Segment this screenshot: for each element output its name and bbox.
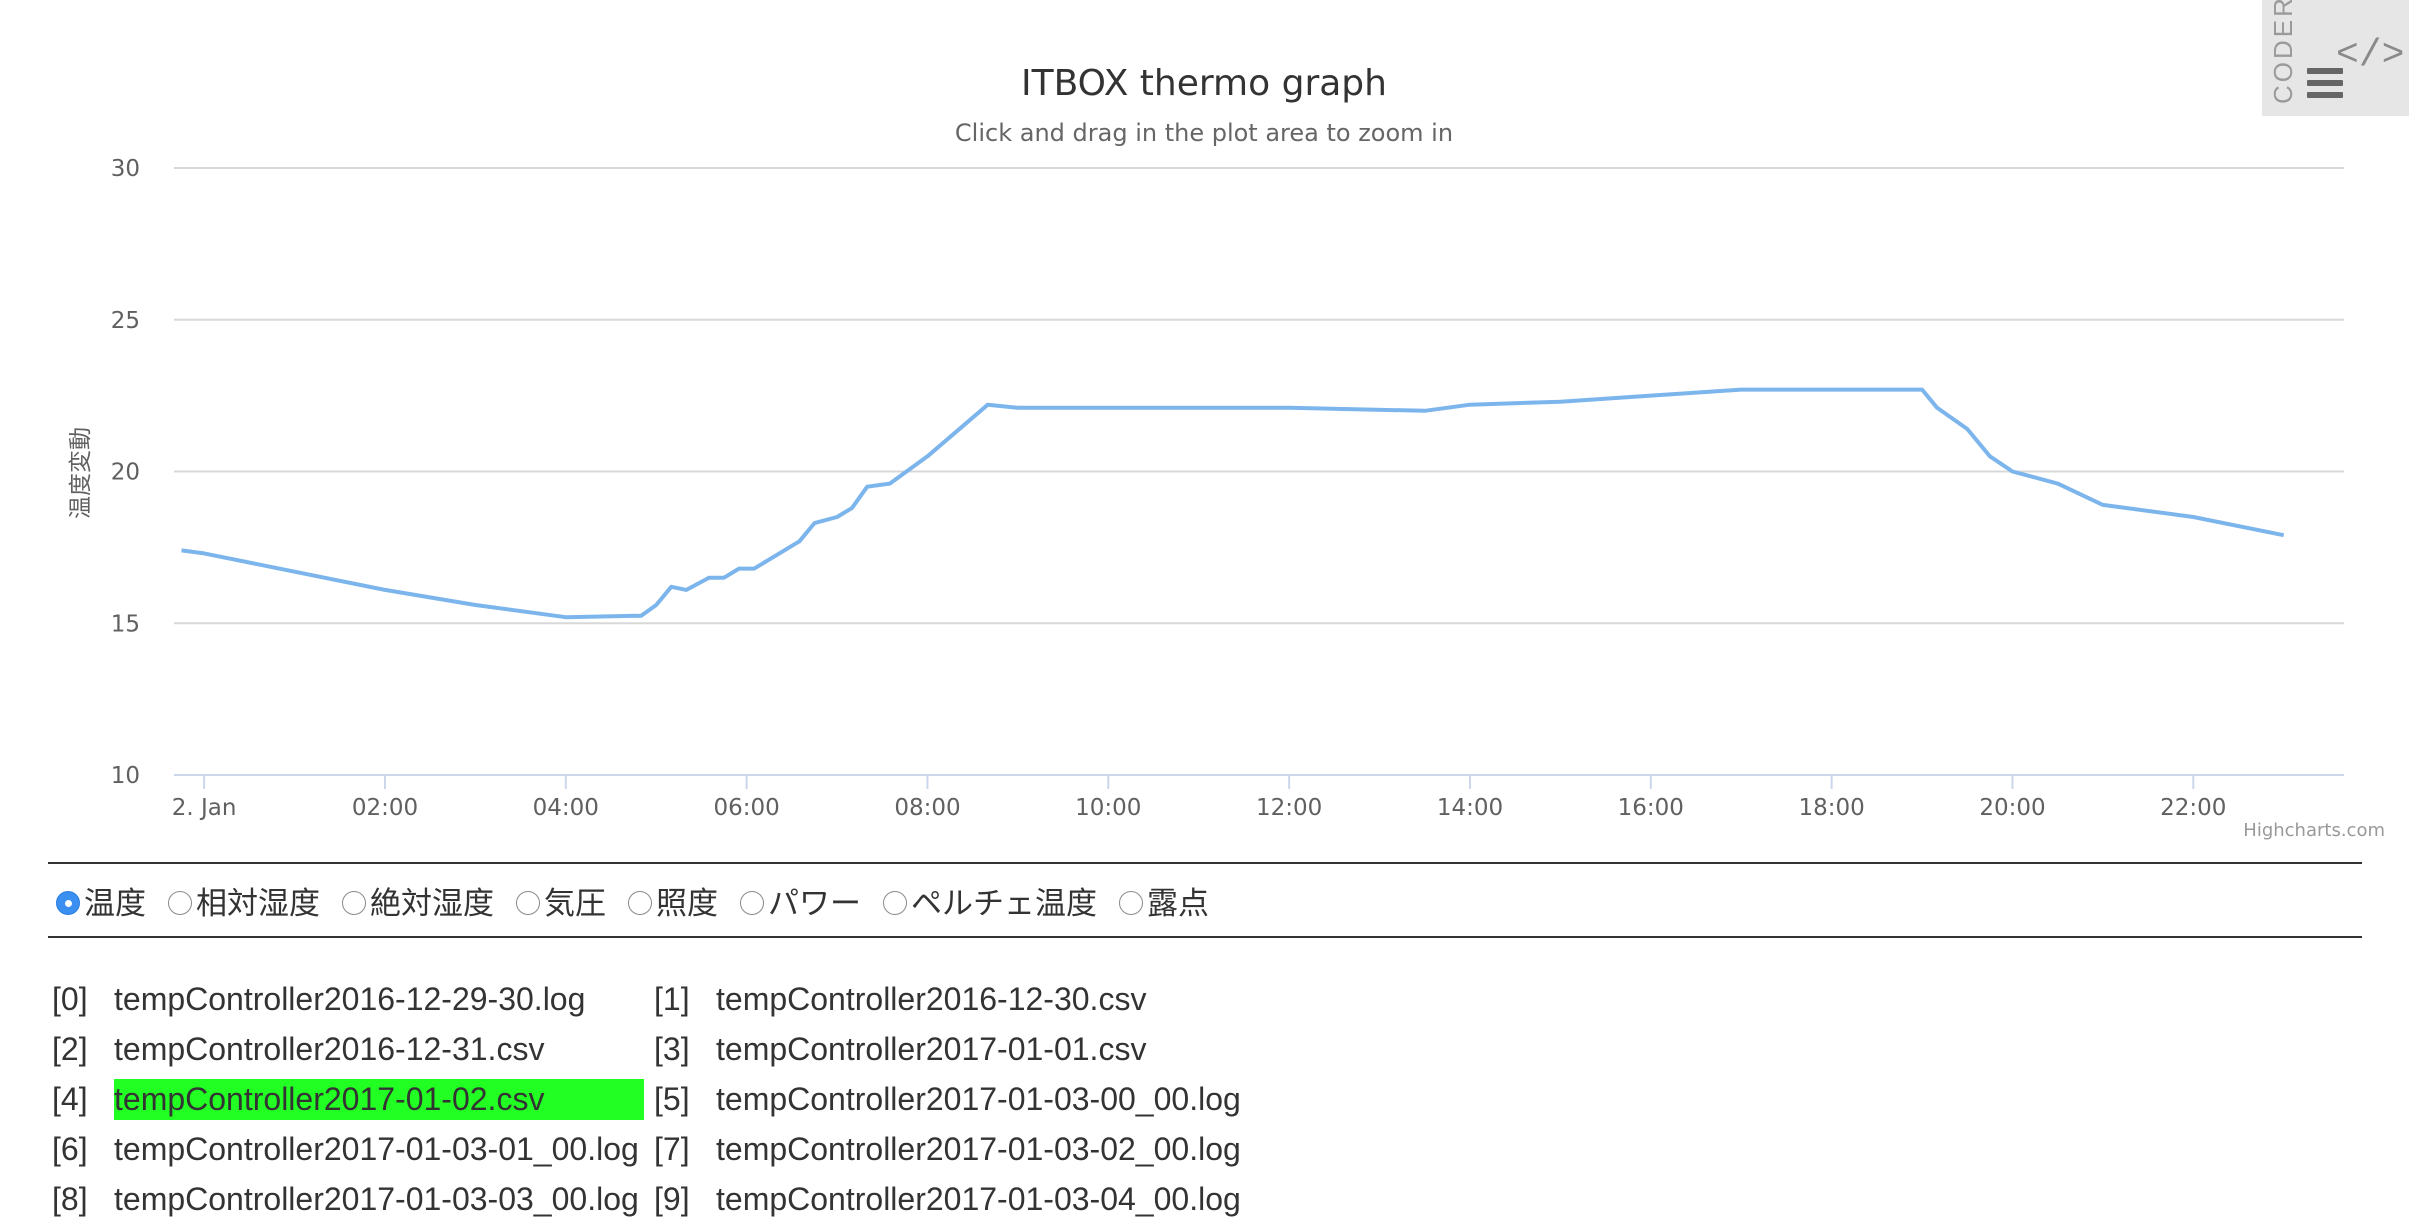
file-link[interactable]: tempController2017-01-03-00_00.log [716, 1080, 1241, 1117]
file-index: [6] [52, 1130, 88, 1167]
chart-title: ITBOX thermo graph [1021, 63, 1387, 104]
radio-button[interactable] [56, 891, 80, 915]
file-link[interactable]: tempController2017-01-03-04_00.log [716, 1180, 1241, 1217]
file-index: [5] [654, 1080, 690, 1117]
radio-option[interactable]: 気圧 [508, 878, 606, 923]
file-link[interactable]: tempController2016-12-29-30.log [114, 980, 586, 1017]
file-index: [0] [52, 980, 88, 1017]
radio-option[interactable]: 相対湿度 [160, 878, 320, 923]
radio-button[interactable] [883, 891, 907, 915]
x-axis-ticks: 2. Jan 02:00 04:00 06:00 08:00 10:00 12:00 14:0… [172, 775, 2226, 821]
radio-button[interactable] [628, 891, 652, 915]
chart-subtitle: Click and drag in the plot area to zoom … [955, 119, 1453, 147]
file-index: [3] [654, 1030, 690, 1067]
file-link[interactable]: tempController2016-12-30.csv [716, 980, 1147, 1017]
grid-lines [174, 167, 2344, 776]
y-tick-label: 25 [111, 308, 140, 334]
file-item[interactable]: [3] tempController2017-01-01.csv [654, 1029, 1256, 1070]
file-row: [2] tempController2016-12-31.csv [3] tempCo… [52, 1024, 1552, 1074]
file-row: [4] tempController2017-01-02.csv [5] tempCo… [52, 1074, 1552, 1124]
file-item[interactable]: [6] tempController2017-01-03-01_00.log [52, 1129, 654, 1170]
x-tick-label: 04:00 [533, 795, 599, 821]
radio-label: 露点 [1147, 885, 1209, 922]
x-tick-label: 20:00 [1979, 795, 2045, 821]
temperature-series-line[interactable] [181, 387, 2285, 620]
radio-option[interactable]: ペルチェ温度 [875, 878, 1097, 923]
file-row: [6] tempController2017-01-03-01_00.log [7]… [52, 1124, 1552, 1174]
radio-button[interactable] [168, 891, 192, 915]
coder-label: CODER [2268, 0, 2298, 104]
radio-label: 相対湿度 [196, 885, 320, 922]
radio-button[interactable] [740, 891, 764, 915]
file-link[interactable]: tempController2017-01-02.csv [114, 1078, 644, 1120]
radio-button[interactable] [342, 891, 366, 915]
file-link[interactable]: tempController2016-12-31.csv [114, 1030, 545, 1067]
file-link[interactable]: tempController2017-01-03-03_00.log [114, 1180, 639, 1217]
radio-button[interactable] [516, 891, 540, 915]
x-tick-label: 2. Jan [172, 795, 237, 821]
file-index: [4] [52, 1080, 88, 1117]
file-item[interactable]: [8] tempController2017-01-03-03_00.log [52, 1179, 654, 1220]
file-row: [0] tempController2016-12-29-30.log [1] tem… [52, 974, 1552, 1024]
y-tick-label: 30 [111, 156, 140, 182]
radio-option[interactable]: 照度 [620, 878, 718, 923]
chart-container[interactable]: 10 15 20 25 30 2. Jan 02:00 04:00 06:00 08:00 10:… [0, 0, 2409, 860]
file-item[interactable]: [0] tempController2016-12-29-30.log [52, 979, 654, 1020]
x-tick-label: 12:00 [1256, 795, 1322, 821]
file-index: [1] [654, 980, 690, 1017]
chart-menu-button[interactable] [2307, 68, 2351, 108]
y-tick-label: 10 [111, 763, 140, 789]
highcharts-credits[interactable]: Highcharts.com [2243, 820, 2385, 841]
x-tick-label: 22:00 [2160, 795, 2226, 821]
file-index: [9] [654, 1180, 690, 1217]
file-index: [7] [654, 1130, 690, 1167]
thermo-chart[interactable]: 10 15 20 25 30 2. Jan 02:00 04:00 06:00 08:00 10:… [0, 0, 2409, 860]
x-tick-label: 02:00 [352, 795, 418, 821]
x-tick-label: 06:00 [713, 795, 779, 821]
file-link[interactable]: tempController2017-01-03-02_00.log [716, 1130, 1241, 1167]
x-tick-label: 10:00 [1075, 795, 1141, 821]
file-item[interactable]: [2] tempController2016-12-31.csv [52, 1029, 654, 1070]
file-item[interactable]: [4] tempController2017-01-02.csv [52, 1078, 654, 1120]
file-index: [2] [52, 1030, 88, 1067]
radio-button[interactable] [1119, 891, 1143, 915]
radio-label: 気圧 [544, 885, 606, 922]
x-tick-label: 14:00 [1437, 795, 1503, 821]
file-list: [0] tempController2016-12-29-30.log [1] tem… [52, 974, 1552, 1224]
file-item[interactable]: [9] tempController2017-01-03-04_00.log [654, 1179, 1256, 1220]
file-index: [8] [52, 1180, 88, 1217]
file-item[interactable]: [7] tempController2017-01-03-02_00.log [654, 1129, 1256, 1170]
radio-label: パワー [768, 885, 861, 922]
radio-option[interactable]: パワー [732, 878, 861, 923]
y-tick-label: 15 [111, 611, 140, 637]
x-tick-label: 18:00 [1798, 795, 1864, 821]
x-tick-label: 16:00 [1618, 795, 1684, 821]
radio-label: 照度 [656, 885, 718, 922]
radio-label: ペルチェ温度 [911, 885, 1097, 922]
radio-option[interactable]: 露点 [1111, 878, 1209, 923]
y-tick-label: 20 [111, 460, 140, 486]
radio-label: 温度 [84, 885, 146, 922]
file-item[interactable]: [5] tempController2017-01-03-00_00.log [654, 1079, 1256, 1120]
file-item[interactable]: [1] tempController2016-12-30.csv [654, 979, 1256, 1020]
y-axis-ticks: 10 15 20 25 30 [111, 156, 140, 789]
file-link[interactable]: tempController2017-01-03-01_00.log [114, 1130, 639, 1167]
radio-option[interactable]: 温度 [48, 878, 146, 923]
file-row: [8] tempController2017-01-03-03_00.log [9]… [52, 1174, 1552, 1224]
measurement-selector: 温度 相対湿度 絶対湿度 気圧 照度 パワー ペルチェ温度 露点 [48, 862, 2362, 938]
file-link[interactable]: tempController2017-01-01.csv [716, 1030, 1147, 1067]
radio-label: 絶対湿度 [370, 885, 494, 922]
x-tick-label: 08:00 [894, 795, 960, 821]
radio-option[interactable]: 絶対湿度 [334, 878, 494, 923]
y-axis-title: 温度変動 [68, 427, 94, 519]
hamburger-icon [2307, 68, 2343, 74]
code-icon: </> [2336, 34, 2405, 77]
